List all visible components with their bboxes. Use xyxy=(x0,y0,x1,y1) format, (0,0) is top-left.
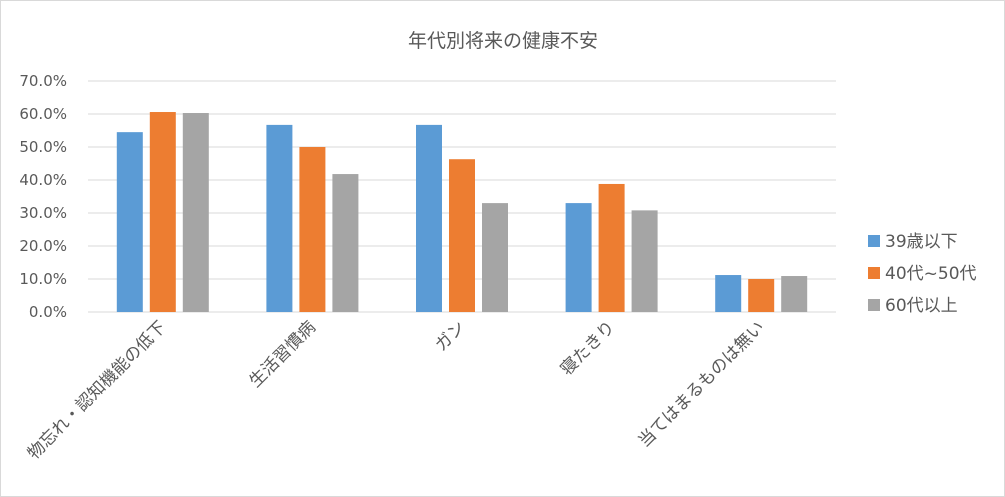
bar xyxy=(748,279,775,312)
x-category-label: ガン xyxy=(431,317,469,355)
x-axis-category-labels: 物忘れ・認知機能の低下 生活習慣病 ガン 寝たきり 当てはまるものは無い xyxy=(24,317,769,464)
y-tick-label: 30.0% xyxy=(19,204,67,222)
x-category-label: 寝たきり xyxy=(556,317,619,380)
bar xyxy=(781,276,808,312)
chart-title: 年代別将来の健康不安 xyxy=(408,30,598,52)
legend-label: 40代~50代 xyxy=(885,264,977,284)
y-tick-label: 70.0% xyxy=(19,72,67,90)
bar xyxy=(266,124,293,312)
bar xyxy=(715,275,742,312)
legend-swatch xyxy=(868,267,880,279)
bar xyxy=(182,113,209,312)
legend-swatch xyxy=(868,235,880,247)
legend: 39歳以下 40代~50代 60代以上 xyxy=(868,232,977,316)
bar xyxy=(631,210,658,312)
x-category-label: 物忘れ・認知機能の低下 xyxy=(24,317,170,463)
bar xyxy=(449,159,475,312)
y-tick-label: 60.0% xyxy=(19,105,67,123)
legend-label: 60代以上 xyxy=(885,296,958,316)
bar xyxy=(332,174,359,312)
y-tick-label: 40.0% xyxy=(19,171,67,189)
bar xyxy=(299,147,326,312)
y-tick-label: 0.0% xyxy=(29,303,67,321)
legend-swatch xyxy=(868,299,880,311)
x-category-label: 生活習慣病 xyxy=(246,317,320,391)
bars xyxy=(116,112,808,313)
y-tick-label: 10.0% xyxy=(19,270,67,288)
y-axis-tick-labels: 0.0% 10.0% 20.0% 30.0% 40.0% 50.0% 60.0% 70.0% xyxy=(19,72,67,321)
bar xyxy=(116,132,143,312)
bar xyxy=(565,203,592,312)
y-tick-label: 20.0% xyxy=(19,237,67,255)
bar xyxy=(598,183,625,312)
bar xyxy=(482,203,508,312)
bar xyxy=(416,124,442,312)
y-tick-label: 50.0% xyxy=(19,138,67,156)
x-category-label: 当てはまるものは無い xyxy=(635,317,769,451)
bar xyxy=(149,112,176,313)
legend-label: 39歳以下 xyxy=(885,232,958,252)
